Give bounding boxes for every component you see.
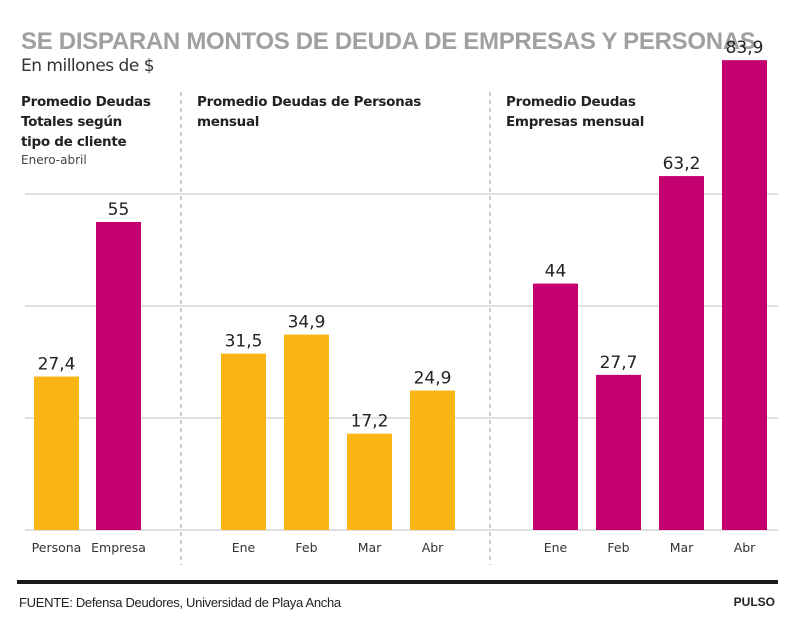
bar-mar xyxy=(347,433,392,530)
data-label: 83,9 xyxy=(726,38,764,58)
chart-title: SE DISPARAN MONTOS DE DEUDA DE EMPRESAS … xyxy=(21,28,756,55)
footer-rule xyxy=(17,580,778,584)
source-note: FUENTE: Defensa Deudores, Universidad de… xyxy=(19,595,341,610)
category-label: Mar xyxy=(358,540,382,555)
category-label: Mar xyxy=(670,540,694,555)
panel-3-title: Promedio Deudas Empresas mensual xyxy=(506,92,644,132)
category-label: Feb xyxy=(295,540,317,555)
panel-2-title: Promedio Deudas de Personas mensual xyxy=(197,92,421,132)
brand-logo: PULSO xyxy=(733,595,775,609)
category-label: Abr xyxy=(422,540,444,555)
panel-1-title-line: tipo de cliente xyxy=(21,134,127,150)
category-label: Ene xyxy=(544,540,568,555)
bar-feb xyxy=(284,334,329,530)
bar-ene xyxy=(533,283,578,530)
panel-3-title-line: Empresas mensual xyxy=(506,114,645,130)
data-label: 34,9 xyxy=(288,313,326,333)
panel-2-title-line: Promedio Deudas de Personas xyxy=(197,94,421,110)
data-label: 63,2 xyxy=(663,154,701,174)
data-label: 55 xyxy=(108,200,130,220)
panel-1-note: Enero-abril xyxy=(21,153,87,167)
panel-1-title-line: Promedio Deudas xyxy=(21,94,151,110)
chart-subtitle: En millones de $ xyxy=(21,56,155,76)
data-label: 27,7 xyxy=(600,353,638,373)
category-label: Feb xyxy=(607,540,629,555)
data-label: 44 xyxy=(545,262,567,282)
panel-1-title: Promedio Deudas Totales según tipo de cl… xyxy=(21,92,151,152)
bar-empresa xyxy=(96,222,141,530)
bar-abr xyxy=(722,60,767,530)
bar-abr xyxy=(410,390,455,530)
data-label: 17,2 xyxy=(351,412,389,432)
bar-ene xyxy=(221,353,266,530)
panel-3-title-line: Promedio Deudas xyxy=(506,94,636,110)
panel-2-title-line: mensual xyxy=(197,114,260,130)
category-label: Ene xyxy=(232,540,256,555)
data-label: 24,9 xyxy=(414,369,452,389)
category-label: Persona xyxy=(32,540,82,555)
category-label: Abr xyxy=(734,540,756,555)
data-label: 27,4 xyxy=(38,355,76,375)
bar-feb xyxy=(596,374,641,530)
bar-mar xyxy=(659,176,704,530)
data-label: 31,5 xyxy=(225,332,263,352)
category-label: Empresa xyxy=(91,540,146,555)
panel-1-title-line: Totales según xyxy=(21,114,122,130)
bar-persona xyxy=(34,376,79,530)
